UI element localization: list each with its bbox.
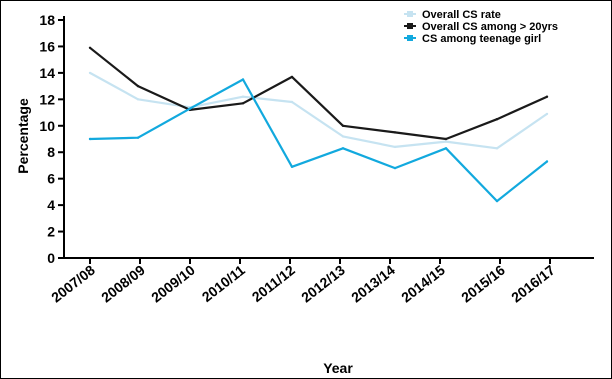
- data-point: [188, 107, 192, 110]
- series-line: [89, 71, 548, 150]
- data-point: [290, 100, 294, 104]
- data-point: [393, 131, 397, 134]
- series-1: [88, 71, 549, 150]
- data-point: [290, 75, 294, 79]
- x-tick-label: 2007/08: [48, 262, 98, 306]
- legend-swatch-marker: [407, 35, 413, 41]
- data-point: [136, 98, 140, 101]
- legend-label: Overall CS rate: [422, 9, 501, 21]
- x-tick-label: 2011/12: [249, 262, 298, 305]
- data-point: [545, 95, 549, 98]
- chart-axes: [63, 16, 594, 259]
- data-point: [241, 78, 245, 81]
- data-point: [241, 102, 245, 105]
- series-line: [89, 78, 548, 203]
- data-point: [290, 165, 294, 168]
- legend-item: CS among teenage girl: [404, 33, 541, 45]
- data-point: [88, 71, 92, 75]
- data-point: [495, 118, 499, 121]
- y-tick-label: 8: [47, 144, 55, 160]
- data-point: [545, 112, 549, 116]
- data-point: [341, 124, 345, 128]
- data-point: [393, 145, 397, 149]
- x-tick-label: 2012/13: [298, 262, 348, 306]
- data-point: [444, 140, 448, 143]
- y-tick-label: 16: [39, 38, 55, 54]
- y-tick-label: 18: [39, 12, 55, 28]
- legend-swatch-marker: [407, 11, 413, 17]
- data-point: [495, 147, 499, 150]
- data-point: [444, 137, 448, 141]
- x-tick-label: 2010/11: [199, 262, 248, 305]
- x-tick-label: 2014/15: [398, 262, 448, 306]
- data-point: [136, 136, 140, 139]
- series-3: [88, 78, 549, 203]
- x-axis-ticks: 2007/08 2008/09 2009/10 2010/11 2011/12 2012/…: [48, 258, 558, 306]
- x-tick-label: 2008/09: [98, 262, 148, 306]
- y-tick-label: 12: [39, 91, 55, 107]
- y-tick-label: 2: [47, 224, 55, 240]
- data-point: [545, 160, 549, 163]
- legend-label: CS among teenage girl: [422, 33, 541, 45]
- legend-swatch-marker: [407, 23, 413, 29]
- y-tick-label: 0: [47, 250, 55, 266]
- x-tick-label: 2013/14: [348, 262, 398, 306]
- x-tick-label: 2016/17: [508, 262, 558, 306]
- legend-item: Overall CS among > 20yrs: [404, 21, 558, 33]
- legend-item: Overall CS rate: [404, 9, 501, 21]
- x-tick-label: 2009/10: [148, 262, 198, 306]
- data-point: [88, 137, 92, 141]
- y-tick-label: 10: [39, 118, 55, 134]
- data-point: [495, 199, 499, 203]
- legend-label: Overall CS among > 20yrs: [422, 21, 558, 33]
- chart-series: [88, 46, 549, 203]
- y-tick-label: 6: [47, 171, 55, 187]
- series-line: [89, 46, 548, 141]
- data-point: [136, 84, 140, 88]
- x-tick-label: 2015/16: [458, 262, 508, 306]
- data-point: [393, 166, 397, 170]
- series-2: [88, 46, 549, 141]
- y-axis-title: Percentage: [15, 98, 31, 174]
- data-point: [444, 147, 448, 150]
- y-axis-ticks: 0 2 4 6 8 10 12 14 16 18: [39, 12, 64, 266]
- y-tick-label: 4: [47, 197, 55, 213]
- data-point: [341, 135, 345, 138]
- data-point: [88, 46, 92, 49]
- data-point: [241, 95, 245, 98]
- y-tick-label: 14: [39, 65, 55, 81]
- x-axis-title: Year: [323, 360, 353, 376]
- data-point: [341, 147, 345, 150]
